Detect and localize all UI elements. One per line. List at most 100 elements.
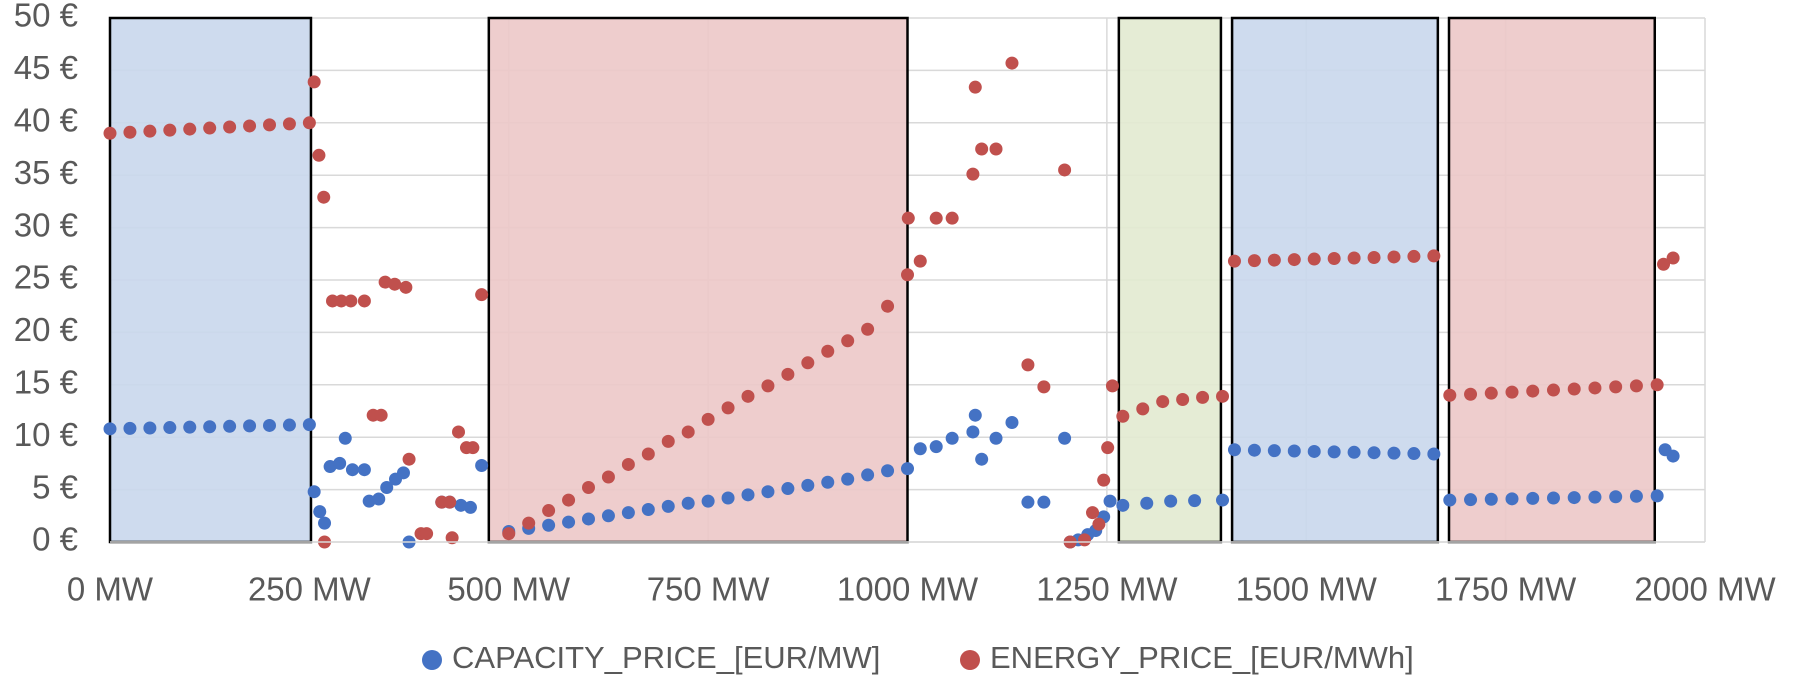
point (801, 478, 815, 492)
y-tick-label: 20 € (14, 311, 78, 348)
point (1546, 383, 1560, 397)
point (123, 125, 137, 139)
point (463, 500, 477, 514)
point (681, 496, 695, 510)
y-tick-label: 0 € (32, 521, 78, 558)
point (1307, 444, 1321, 458)
point (1367, 446, 1381, 460)
point (475, 458, 489, 472)
point (1505, 385, 1519, 399)
point (701, 494, 715, 508)
point (357, 294, 371, 308)
point (601, 509, 615, 523)
point (318, 516, 332, 530)
x-tick-label: 1000 MW (837, 571, 979, 608)
point (1092, 517, 1106, 531)
point (1484, 492, 1498, 506)
point (861, 322, 875, 336)
point (282, 418, 296, 432)
point (1116, 498, 1130, 512)
point (380, 481, 394, 495)
point (243, 419, 257, 433)
point (821, 475, 835, 489)
point (396, 466, 410, 480)
point (542, 504, 556, 518)
point (821, 344, 835, 358)
y-tick-label: 15 € (14, 364, 78, 401)
point (1307, 252, 1321, 266)
point (1086, 506, 1100, 520)
point (312, 148, 326, 162)
point (1657, 257, 1671, 271)
point (334, 294, 348, 308)
point (1367, 250, 1381, 264)
point (203, 420, 217, 434)
point (1216, 493, 1230, 507)
regions (108, 16, 1657, 544)
point (522, 516, 536, 530)
point (582, 512, 595, 526)
point (1407, 447, 1421, 461)
point (203, 121, 217, 135)
point (562, 515, 576, 529)
y-tick-label: 25 € (14, 259, 78, 296)
point (721, 401, 735, 415)
point (861, 468, 875, 482)
point (223, 419, 237, 433)
point (1650, 489, 1664, 503)
point (1546, 491, 1560, 505)
point (966, 167, 980, 181)
region (108, 16, 313, 544)
point (901, 268, 914, 282)
point (307, 485, 321, 499)
point (1216, 389, 1230, 403)
y-tick-label: 10 € (14, 416, 78, 453)
point (1097, 473, 1111, 487)
point (562, 493, 576, 507)
point (466, 441, 480, 455)
point (302, 116, 316, 130)
x-tick-label: 250 MW (248, 571, 372, 608)
point (502, 527, 516, 541)
point (1267, 253, 1281, 267)
point (542, 518, 556, 532)
x-tick-label: 2000 MW (1634, 571, 1776, 608)
y-tick-label: 35 € (14, 154, 78, 191)
point (1526, 491, 1540, 505)
point (701, 412, 715, 426)
point (1227, 443, 1241, 457)
point (1650, 378, 1664, 392)
point (1484, 386, 1498, 400)
point (1609, 380, 1623, 394)
point (1567, 382, 1581, 396)
point (741, 488, 755, 502)
point (372, 492, 386, 506)
point (345, 463, 359, 477)
point (1176, 392, 1190, 406)
point (1427, 249, 1441, 263)
point (761, 379, 775, 393)
point (282, 117, 296, 131)
point (901, 462, 914, 476)
point (1407, 249, 1421, 263)
point (681, 425, 695, 439)
point (243, 119, 257, 133)
point (913, 254, 927, 268)
point (1196, 390, 1210, 404)
point (307, 75, 321, 89)
point (1164, 494, 1178, 508)
x-tick-label: 1250 MW (1036, 571, 1178, 608)
point (841, 472, 855, 486)
point (641, 503, 655, 517)
point (901, 211, 915, 225)
y-tick-label: 50 € (14, 0, 78, 34)
point (183, 420, 197, 434)
point (475, 288, 489, 302)
legend-label: ENERGY_PRICE_[EUR/MWh] (990, 640, 1414, 675)
legend-marker (960, 650, 980, 670)
point (1101, 441, 1115, 455)
point (333, 456, 347, 470)
point (302, 418, 316, 432)
x-tick-label: 0 MW (67, 571, 154, 608)
point (1156, 395, 1170, 409)
